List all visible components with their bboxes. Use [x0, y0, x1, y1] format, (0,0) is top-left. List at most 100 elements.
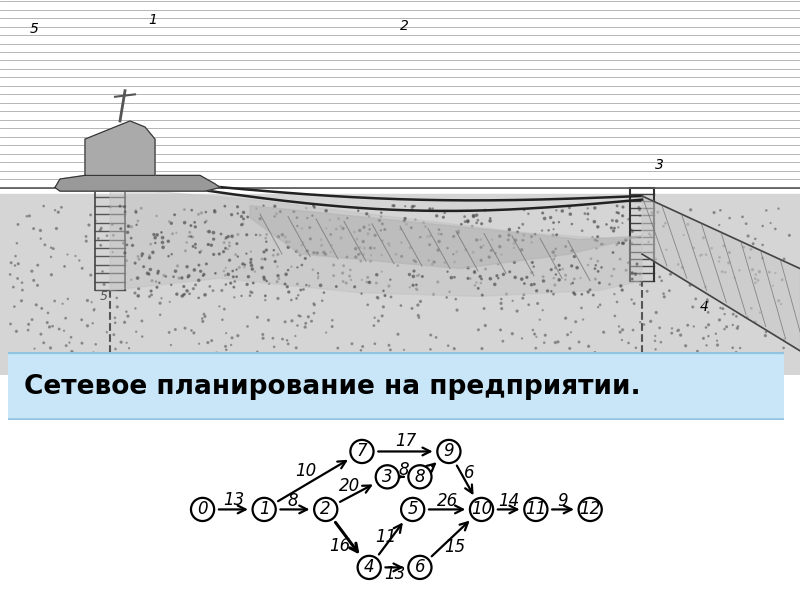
Point — [94, 226, 106, 235]
Point — [49, 205, 62, 215]
Point — [382, 361, 394, 371]
Point — [226, 333, 238, 343]
Point — [573, 337, 586, 347]
Point — [740, 219, 753, 229]
Point — [547, 247, 560, 257]
Point — [714, 303, 727, 313]
Point — [728, 273, 741, 283]
Point — [320, 224, 333, 233]
Point — [577, 315, 590, 325]
Point — [98, 280, 110, 289]
Bar — [0, 194, 800, 375]
Circle shape — [524, 498, 547, 521]
Point — [774, 299, 787, 309]
Point — [285, 295, 298, 305]
Point — [442, 341, 454, 350]
Point — [242, 212, 254, 222]
Point — [282, 287, 295, 297]
Point — [488, 280, 501, 289]
Point — [591, 222, 604, 232]
Point — [358, 223, 370, 232]
Point — [329, 351, 342, 361]
Point — [125, 233, 138, 243]
Point — [109, 313, 122, 323]
Point — [198, 311, 211, 321]
Point — [341, 213, 354, 223]
Point — [597, 239, 610, 249]
Point — [213, 302, 226, 311]
Point — [307, 201, 320, 211]
Point — [216, 315, 229, 325]
Point — [549, 263, 562, 272]
Point — [484, 274, 497, 283]
Point — [589, 203, 602, 213]
Point — [362, 277, 375, 287]
Point — [307, 299, 320, 308]
Point — [218, 304, 230, 314]
Point — [207, 250, 220, 259]
Point — [301, 246, 314, 256]
Point — [301, 213, 314, 223]
Point — [626, 227, 638, 236]
Point — [282, 242, 294, 252]
Point — [34, 226, 47, 235]
Point — [590, 260, 602, 270]
Point — [193, 356, 206, 366]
Point — [686, 302, 699, 312]
Point — [354, 256, 367, 266]
Point — [8, 302, 21, 311]
Point — [547, 218, 560, 227]
Point — [312, 274, 325, 283]
Point — [563, 203, 576, 212]
Point — [346, 339, 358, 349]
Point — [419, 222, 432, 232]
Point — [141, 268, 154, 278]
Point — [413, 313, 426, 322]
Point — [165, 352, 178, 362]
Point — [324, 247, 337, 257]
Point — [710, 336, 723, 346]
Point — [600, 220, 613, 229]
Point — [130, 206, 142, 215]
Point — [490, 271, 503, 281]
Point — [259, 295, 272, 305]
Text: 13: 13 — [222, 491, 244, 509]
Point — [149, 238, 162, 248]
Point — [612, 238, 625, 248]
Point — [760, 327, 773, 337]
Point — [666, 328, 678, 338]
Point — [412, 311, 425, 320]
Point — [713, 220, 726, 230]
Point — [324, 230, 337, 239]
Point — [173, 274, 186, 283]
Text: 14: 14 — [498, 493, 519, 511]
Point — [375, 208, 388, 218]
Point — [511, 227, 524, 237]
Point — [231, 209, 244, 218]
Point — [129, 353, 142, 363]
Point — [513, 354, 526, 364]
Point — [503, 267, 516, 277]
Point — [407, 266, 420, 276]
Point — [118, 238, 130, 248]
Point — [508, 257, 521, 267]
Point — [165, 340, 178, 350]
Point — [509, 272, 522, 282]
Point — [553, 217, 566, 227]
Point — [152, 266, 165, 276]
Point — [598, 328, 610, 337]
Point — [494, 325, 507, 335]
Point — [147, 230, 160, 239]
Point — [270, 209, 283, 218]
Point — [138, 262, 150, 272]
Point — [278, 356, 290, 366]
Polygon shape — [642, 196, 800, 351]
Point — [458, 217, 471, 226]
Point — [509, 235, 522, 245]
Point — [169, 266, 182, 276]
Point — [109, 318, 122, 328]
Point — [457, 358, 470, 367]
Point — [145, 290, 158, 300]
Point — [306, 211, 319, 220]
Point — [267, 245, 280, 255]
